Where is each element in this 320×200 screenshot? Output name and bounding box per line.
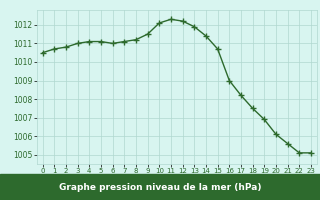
Text: Graphe pression niveau de la mer (hPa): Graphe pression niveau de la mer (hPa) (59, 182, 261, 192)
